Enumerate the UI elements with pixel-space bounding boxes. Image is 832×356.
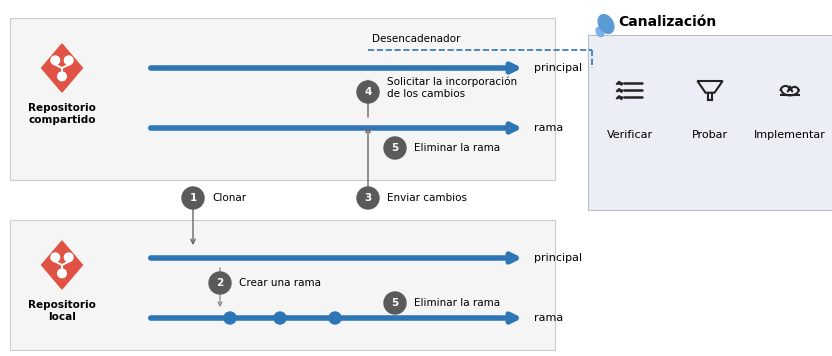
Text: Repositorio
compartido: Repositorio compartido bbox=[28, 103, 96, 125]
Text: Desencadenador: Desencadenador bbox=[372, 34, 460, 44]
Circle shape bbox=[64, 56, 73, 65]
Ellipse shape bbox=[598, 15, 614, 33]
Polygon shape bbox=[42, 241, 82, 289]
Text: Crear una rama: Crear una rama bbox=[239, 278, 321, 288]
Ellipse shape bbox=[596, 27, 604, 37]
Text: Repositorio
local: Repositorio local bbox=[28, 300, 96, 321]
Circle shape bbox=[51, 253, 60, 262]
Text: 5: 5 bbox=[391, 298, 399, 308]
Text: Solicitar la incorporación
de los cambios: Solicitar la incorporación de los cambio… bbox=[387, 77, 518, 99]
Bar bbox=[588, 35, 832, 210]
Text: Enviar cambios: Enviar cambios bbox=[387, 193, 467, 203]
Polygon shape bbox=[42, 44, 82, 92]
Text: Eliminar la rama: Eliminar la rama bbox=[414, 298, 500, 308]
Circle shape bbox=[224, 312, 236, 324]
Text: principal: principal bbox=[534, 253, 582, 263]
Text: Clonar: Clonar bbox=[212, 193, 246, 203]
Text: rama: rama bbox=[534, 313, 563, 323]
Bar bbox=[10, 18, 555, 180]
Text: 1: 1 bbox=[190, 193, 196, 203]
Circle shape bbox=[182, 187, 204, 209]
Circle shape bbox=[384, 137, 406, 159]
Circle shape bbox=[51, 56, 60, 65]
Text: Eliminar la rama: Eliminar la rama bbox=[414, 143, 500, 153]
Circle shape bbox=[57, 72, 67, 81]
Text: Probar: Probar bbox=[692, 130, 728, 140]
Circle shape bbox=[209, 272, 231, 294]
Text: principal: principal bbox=[534, 63, 582, 73]
Circle shape bbox=[357, 187, 379, 209]
Circle shape bbox=[274, 312, 286, 324]
Circle shape bbox=[64, 253, 73, 262]
Text: 2: 2 bbox=[216, 278, 224, 288]
Text: 3: 3 bbox=[364, 193, 372, 203]
Circle shape bbox=[329, 312, 341, 324]
Text: rama: rama bbox=[534, 123, 563, 133]
Text: 5: 5 bbox=[391, 143, 399, 153]
Circle shape bbox=[357, 81, 379, 103]
Text: Canalización: Canalización bbox=[618, 15, 716, 29]
Text: Verificar: Verificar bbox=[607, 130, 653, 140]
Circle shape bbox=[57, 269, 67, 278]
Bar bbox=[10, 220, 555, 350]
Text: Implementar: Implementar bbox=[754, 130, 826, 140]
Text: 4: 4 bbox=[364, 87, 372, 97]
Circle shape bbox=[384, 292, 406, 314]
